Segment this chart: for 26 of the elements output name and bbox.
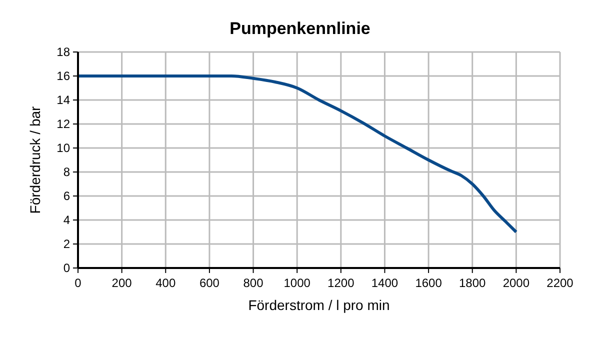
y-tick-label: 10 [56,141,70,155]
x-tick-label: 0 [74,276,82,290]
x-tick-label: 1200 [328,276,355,290]
y-axis-title: Förderdruck / bar [27,106,43,214]
x-tick-label: 1400 [371,276,398,290]
x-tick-label: 600 [199,276,220,290]
x-tick-label: 1000 [284,276,311,290]
y-tick-label: 8 [63,165,70,179]
line-series [76,74,518,234]
x-axis-title: Förderstrom / l pro min [248,297,390,313]
x-tick-label: 800 [243,276,264,290]
x-tick-label: 200 [112,276,132,290]
y-tick-label: 12 [56,117,70,131]
x-tick-label: 2200 [546,276,574,290]
chart-title: Pumpenkennlinie [230,19,370,38]
x-tick-label: 1600 [415,276,442,290]
y-tick-label: 2 [63,237,70,251]
y-tick-label: 0 [63,261,70,275]
y-tick-label: 18 [56,45,70,59]
x-tick-label: 1800 [459,276,486,290]
x-tick-label: 2000 [502,276,530,290]
y-tick-label: 6 [63,189,70,203]
x-tick-label: 400 [156,276,176,290]
y-tick-label: 14 [56,93,70,107]
y-tick-label: 4 [63,213,70,227]
y-tick-label: 16 [56,69,70,83]
